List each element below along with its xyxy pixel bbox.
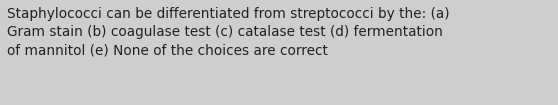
Text: Staphylococci can be differentiated from streptococci by the: (a)
Gram stain (b): Staphylococci can be differentiated from… (7, 7, 449, 57)
